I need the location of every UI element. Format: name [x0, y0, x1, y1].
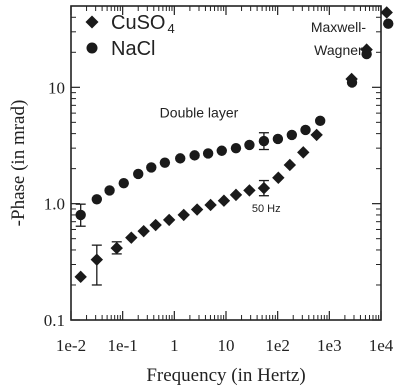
- x-tick-label: 1e4: [369, 336, 394, 355]
- x-tick-label: 1e-1: [108, 336, 138, 355]
- cuso4-point: [257, 181, 271, 195]
- nacl-point: [300, 124, 311, 136]
- annotation: Wagner: [314, 42, 363, 58]
- nacl-point: [159, 157, 171, 168]
- nacl-point: [202, 148, 214, 159]
- y-tick-label: 10: [48, 78, 65, 97]
- cuso4-point: [125, 231, 138, 244]
- y-axis-title: -Phase (in mrad): [8, 100, 29, 227]
- x-tick-label: 1: [170, 336, 179, 355]
- cuso4-point: [310, 128, 323, 142]
- nacl-point: [91, 194, 103, 205]
- nacl-point: [258, 135, 270, 147]
- nacl-point: [189, 150, 200, 161]
- legend-label: NaCl: [111, 38, 155, 60]
- nacl-point: [244, 139, 255, 151]
- nacl-point: [286, 129, 298, 141]
- legend-label: CuSO 4: [111, 12, 175, 36]
- axes: 1e-2 1e-1 1 10 1e2 1e3 1e4 0.1 1.0 10: [44, 5, 394, 355]
- nacl-point: [314, 115, 326, 127]
- nacl-point: [104, 185, 115, 196]
- nacl-point: [133, 168, 144, 180]
- cuso4-point: [149, 218, 162, 232]
- nacl-point: [146, 162, 157, 173]
- x-tick-label: 10: [218, 336, 235, 355]
- nacl-point: [383, 18, 394, 29]
- cuso4-point: [137, 224, 150, 238]
- cuso4-point: [272, 171, 285, 184]
- cuso4-point: [217, 194, 231, 207]
- nacl-point: [346, 77, 358, 88]
- cuso4-point: [190, 203, 204, 216]
- x-tick-label: 1e3: [317, 336, 342, 355]
- nacl-point: [361, 48, 372, 60]
- annotation: 50 Hz: [252, 203, 281, 215]
- cuso4-point: [283, 158, 297, 172]
- cuso4-point: [243, 184, 256, 197]
- y-tick-label: 1.0: [44, 195, 65, 214]
- legend-label-subscript: 4: [167, 21, 174, 36]
- nacl-point: [272, 133, 284, 145]
- nacl-point: [230, 142, 242, 154]
- cuso4-point: [90, 253, 104, 266]
- x-axis-title: Frequency (in Hertz): [146, 365, 305, 386]
- nacl-point: [175, 153, 186, 164]
- cuso4-point: [162, 213, 176, 227]
- y-tick-label: 0.1: [44, 311, 65, 330]
- cuso4-point: [229, 188, 243, 202]
- legend-marker-diamond: [85, 15, 99, 29]
- cuso4-point: [297, 146, 310, 159]
- cuso4-point: [204, 198, 217, 212]
- x-tick-label: 1e-2: [56, 336, 86, 355]
- nacl-point: [75, 209, 86, 221]
- data-marks: [74, 6, 394, 286]
- cuso4-point: [177, 208, 190, 222]
- cuso4-point: [110, 241, 123, 255]
- annotation: Double layer: [160, 105, 239, 121]
- legend-marker-circle: [86, 42, 98, 54]
- nacl-point: [216, 145, 227, 156]
- nacl-point: [118, 177, 129, 189]
- cuso4-point: [74, 270, 87, 284]
- annotation: Maxwell-: [311, 19, 367, 35]
- annotations: Double layer 50 Hz Maxwell- Wagner: [160, 19, 367, 215]
- x-tick-label: 1e2: [265, 336, 290, 355]
- cuso4-point: [380, 6, 393, 19]
